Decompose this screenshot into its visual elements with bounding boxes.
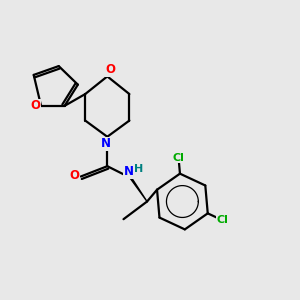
- Polygon shape: [130, 178, 147, 202]
- Text: Cl: Cl: [172, 152, 184, 163]
- Text: O: O: [105, 63, 115, 76]
- Text: O: O: [69, 169, 79, 182]
- Text: H: H: [134, 164, 144, 173]
- Text: N: N: [101, 137, 111, 150]
- Text: O: O: [31, 99, 41, 112]
- Text: N: N: [124, 165, 134, 178]
- Text: Cl: Cl: [217, 215, 228, 225]
